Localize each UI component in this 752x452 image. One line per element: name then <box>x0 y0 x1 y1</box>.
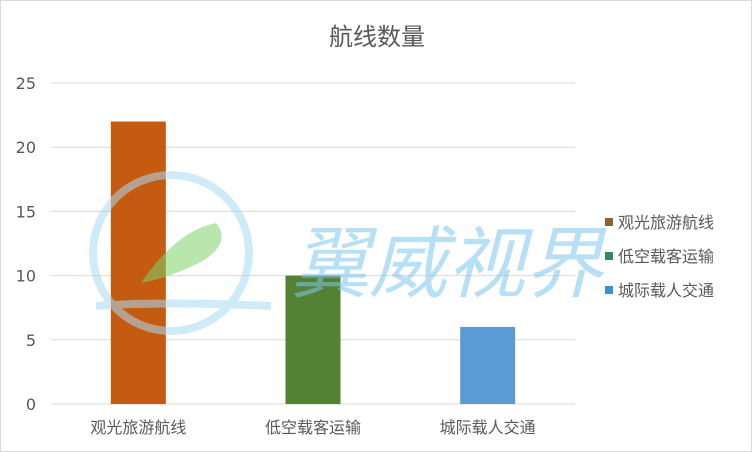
watermark-leaf <box>141 223 222 283</box>
x-tick-label: 观光旅游航线 <box>90 418 186 437</box>
watermark-text: 翼威视界 <box>291 220 607 310</box>
x-tick-label: 低空载客运输 <box>265 418 361 437</box>
x-tick-label: 城际载人交通 <box>440 418 536 437</box>
bar-3 <box>460 326 516 404</box>
legend-label: 低空载客运输 <box>618 247 714 266</box>
y-tick-label: 10 <box>16 267 36 286</box>
y-tick-label: 15 <box>16 202 36 221</box>
watermark-swoosh <box>95 299 272 310</box>
y-tick-label: 0 <box>26 395 36 414</box>
y-tick-label: 25 <box>16 74 36 93</box>
legend-label: 城际载人交通 <box>618 281 714 300</box>
y-tick-label: 5 <box>26 331 36 350</box>
legend-swatch <box>605 218 613 226</box>
legend-swatch <box>605 252 613 260</box>
x-axis-ticks: 观光旅游航线 低空载客运输 城际载人交通 <box>90 418 535 437</box>
legend-label: 观光旅游航线 <box>618 213 714 232</box>
watermark: 翼威视界 <box>89 171 607 335</box>
y-axis-ticks: 0 5 10 15 20 25 <box>16 74 36 414</box>
chart-title: 航线数量 <box>329 23 425 51</box>
watermark-ring <box>89 171 253 335</box>
legend-swatch <box>605 286 613 294</box>
bar-2 <box>285 275 341 404</box>
y-tick-label: 20 <box>16 138 36 157</box>
